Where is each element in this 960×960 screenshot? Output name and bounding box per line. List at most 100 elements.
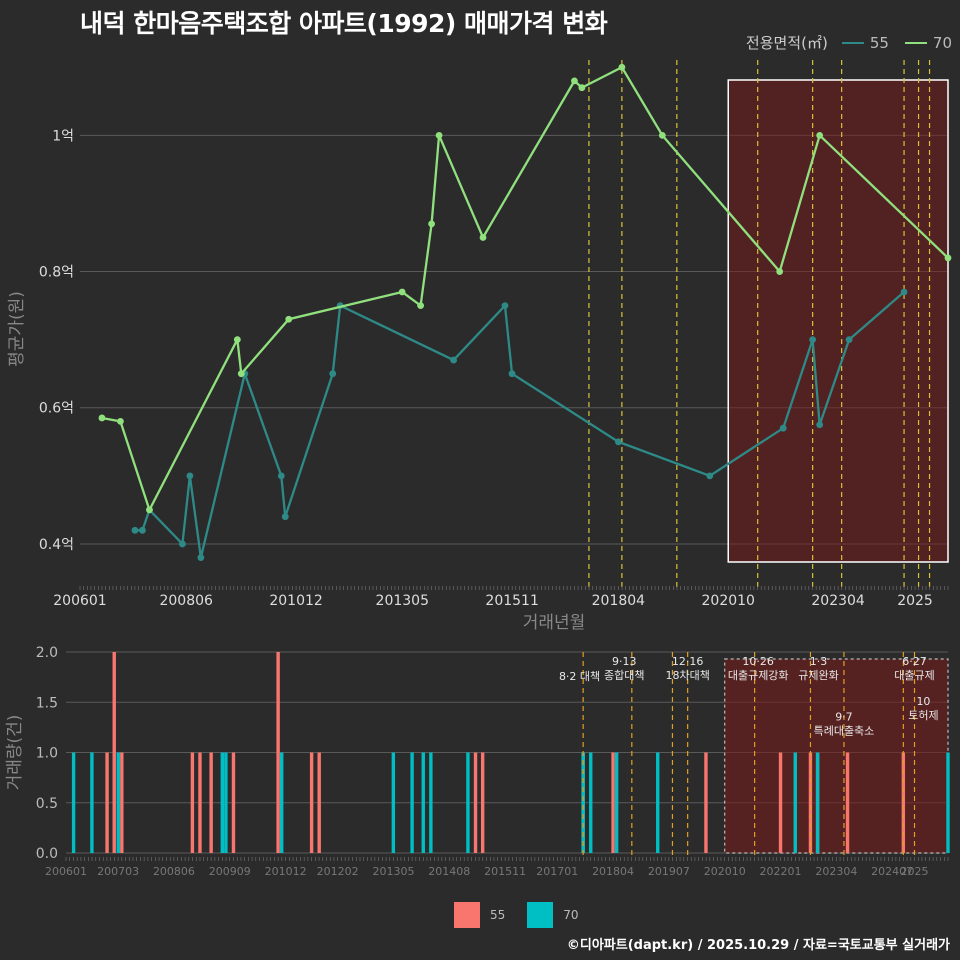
price-chart: 0.4억 0.6억 0.8억 1억 200601 200806 201012 201305 20…	[7, 60, 952, 633]
x-tick-label: 201012	[265, 865, 307, 878]
data-point-70	[816, 131, 824, 139]
data-point-55	[614, 438, 622, 446]
x-tick-label: 202304	[811, 593, 865, 609]
legend-line-55	[841, 41, 864, 44]
volume-bar-70	[279, 752, 284, 853]
volume-bar-55	[209, 752, 213, 853]
policy-annotation: 8·2 대책	[559, 670, 600, 683]
volume-bar-70	[815, 752, 820, 853]
x-tick-label: 2025	[901, 865, 929, 878]
data-point-70	[578, 84, 586, 92]
x-tick-label: 201907	[648, 865, 690, 878]
highlight-period-box	[724, 658, 949, 854]
legend-top: 전용면적(㎡) 55 70	[746, 32, 952, 53]
data-point-55	[900, 288, 908, 296]
legend-swatch-70	[527, 902, 554, 928]
volume-bar-55	[845, 752, 850, 853]
policy-annotation: 대출규제강화	[728, 669, 789, 682]
x-tick-label: 200806	[159, 593, 213, 609]
policy-annotation: 종합대책	[604, 669, 644, 682]
volume-bar-70	[90, 752, 94, 853]
x-axis-title: 거래년월	[523, 613, 586, 633]
data-point-55	[186, 472, 194, 480]
x-tick-label: 200601	[53, 593, 106, 609]
footer-credit: ©디아파트(dapt.kr) / 2025.10.29 / 자료=국토교통부 실…	[566, 938, 950, 953]
data-point-55	[277, 472, 285, 480]
volume-bar-70	[614, 752, 619, 853]
volume-bar-55	[317, 752, 321, 853]
x-tick-label: 200601	[45, 865, 87, 878]
y-tick-label: 1.5	[36, 695, 58, 711]
data-point-70	[618, 63, 626, 71]
volume-bar-70	[391, 752, 396, 853]
volume-bar-70	[224, 752, 228, 853]
data-point-70	[571, 77, 578, 85]
legend-bottom: 55 70	[454, 902, 579, 928]
data-point-70	[398, 288, 406, 296]
data-point-70	[233, 336, 241, 344]
data-point-55	[139, 526, 146, 534]
data-point-70	[417, 302, 425, 309]
x-tick-label: 201408	[428, 865, 470, 878]
y-tick-label: 0.6억	[39, 401, 74, 417]
volume-bar-55	[473, 752, 478, 853]
data-point-55	[706, 472, 714, 480]
x-tick-label: 200909	[209, 865, 251, 878]
policy-annotation: 6·27	[902, 655, 927, 668]
x-tick-label: 200806	[153, 865, 195, 878]
y-tick-label: 2.0	[36, 645, 58, 661]
x-tick-label: 201701	[536, 865, 578, 878]
volume-bar-55	[611, 752, 615, 853]
volume-bar-55	[190, 752, 195, 853]
data-point-70	[435, 131, 443, 139]
data-point-70	[428, 220, 435, 228]
data-point-55	[179, 540, 186, 548]
volume-bar-55	[112, 652, 116, 853]
policy-annotation: 1·3	[810, 655, 828, 668]
volume-bar-70	[793, 752, 797, 853]
y-axis-title: 거래량(건)	[5, 715, 25, 791]
volume-bar-55	[309, 752, 314, 853]
policy-annotation: 특례대출축소	[814, 724, 875, 737]
policy-annotation: 대출규제	[894, 669, 934, 682]
data-point-70	[98, 414, 106, 422]
legend-title: 전용면적(㎡)	[745, 34, 828, 52]
x-tick-label: 202010	[704, 865, 746, 878]
x-tick-label: 201804	[592, 593, 646, 609]
data-point-55	[816, 421, 824, 429]
volume-bar-55	[901, 752, 906, 853]
data-point-55	[281, 513, 289, 521]
volume-bar-55	[704, 752, 708, 853]
legend-line-70	[904, 41, 927, 44]
x-tick-label: 201804	[592, 865, 634, 878]
chart-title: 내덕 한마음주택조합 아파트(1992) 매매가격 변화	[80, 9, 608, 38]
policy-annotation: 9·13	[612, 655, 637, 668]
x-tick-label: 202407	[871, 865, 913, 878]
data-point-70	[237, 370, 245, 378]
y-tick-label: 0.8억	[39, 265, 74, 281]
volume-bar-55	[276, 652, 280, 853]
data-point-55	[197, 554, 205, 561]
legend-label-55: 55	[869, 33, 889, 52]
y-tick-label: 1억	[52, 128, 74, 144]
data-point-70	[117, 417, 124, 425]
policy-annotation: 10·26	[742, 655, 774, 668]
volume-bar-55	[198, 752, 202, 853]
volume-bar-70	[429, 752, 433, 853]
data-point-70	[285, 315, 293, 323]
volume-bar-70	[116, 752, 120, 853]
data-point-70	[479, 234, 487, 241]
data-point-70	[658, 131, 666, 139]
y-axis-title: 평균가(원)	[7, 291, 27, 367]
policy-annotation: 18차대책	[665, 669, 709, 682]
x-tick-label: 202304	[815, 865, 857, 878]
volume-bar-70	[421, 752, 425, 853]
legend-bottom-label-70: 70	[563, 908, 579, 922]
volume-bar-55	[120, 752, 124, 853]
x-tick-label: 201202	[317, 865, 359, 878]
series-line-70	[101, 65, 949, 513]
volume-bar-70	[410, 752, 414, 853]
legend-bottom-label-55: 55	[490, 908, 506, 922]
data-point-55	[845, 336, 853, 344]
